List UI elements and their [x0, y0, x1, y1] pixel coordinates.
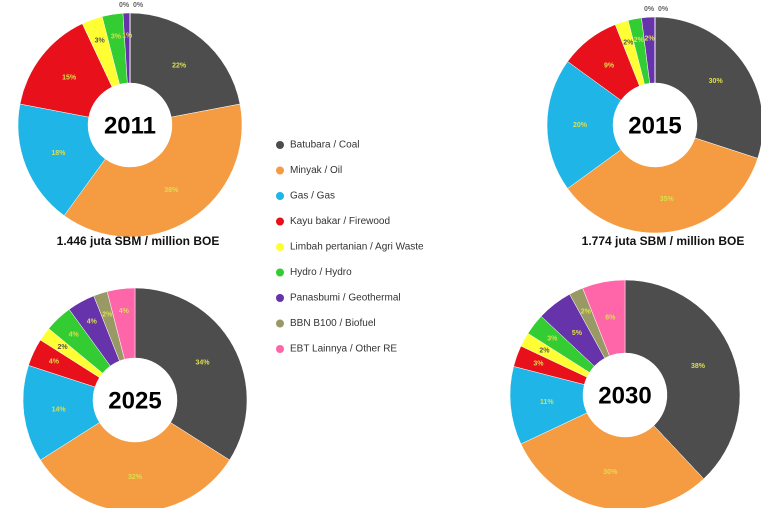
value-label: 14%	[52, 406, 67, 413]
value-label: 3%	[547, 335, 558, 342]
legend-label: Panasbumi / Geothermal	[290, 293, 401, 304]
value-label: 6%	[605, 315, 616, 322]
legend-label: Kayu bakar / Firewood	[290, 216, 390, 227]
value-label: 2%	[623, 40, 634, 47]
chart-subtitle: 1.774 juta SBM / million BOE	[582, 234, 745, 248]
value-label: 2%	[102, 312, 113, 319]
legend-swatch	[276, 319, 284, 328]
donut-hole	[583, 353, 667, 437]
value-label: 0%	[658, 6, 669, 13]
legend-swatch	[276, 166, 284, 175]
value-label: 22%	[172, 63, 187, 70]
legend-label: Gas / Gas	[290, 191, 335, 202]
legend-swatch	[276, 192, 284, 200]
value-label: 3%	[533, 361, 544, 368]
legend-label: EBT Lainnya / Other RE	[290, 344, 397, 355]
value-label: 3%	[95, 38, 106, 45]
legend-swatch	[276, 294, 284, 302]
legend-swatch	[276, 141, 284, 149]
value-label: 2%	[645, 36, 656, 43]
legend-swatch	[276, 345, 284, 353]
chart-subtitle: 1.446 juta SBM / million BOE	[57, 234, 220, 248]
legend-swatch	[276, 217, 284, 226]
value-label: 35%	[660, 196, 675, 203]
value-label: 11%	[540, 399, 554, 406]
value-label: 32%	[128, 474, 143, 481]
value-label: 4%	[69, 332, 80, 339]
chart-title: 2030	[598, 382, 651, 409]
chart-title: 2015	[628, 112, 681, 139]
legend-label: Batubara / Coal	[290, 140, 360, 151]
value-label: 0%	[133, 2, 144, 9]
value-label: 9%	[604, 63, 615, 70]
chart-title: 2011	[104, 112, 156, 139]
chart-title: 2025	[108, 387, 161, 414]
donut-hole	[93, 358, 177, 442]
legend-swatch	[276, 243, 284, 251]
value-label: 4%	[119, 308, 130, 315]
legend-label: Hydro / Hydro	[290, 267, 352, 278]
donut-hole	[613, 83, 697, 167]
value-label: 1%	[122, 32, 133, 39]
value-label: 0%	[644, 6, 655, 13]
value-label: 18%	[51, 150, 66, 157]
value-label: 34%	[195, 360, 210, 367]
value-label: 4%	[49, 359, 60, 366]
value-label: 2%	[581, 309, 592, 316]
value-label: 2%	[539, 348, 550, 355]
value-label: 30%	[709, 78, 724, 85]
value-label: 0%	[119, 2, 130, 9]
value-label: 5%	[572, 330, 583, 337]
value-label: 38%	[691, 363, 706, 370]
donut-hole	[88, 83, 172, 167]
value-label: 4%	[87, 318, 98, 325]
value-label: 2%	[634, 37, 645, 44]
pie-slice	[17, 103, 106, 216]
pie-slice	[40, 422, 230, 508]
value-label: 15%	[62, 75, 77, 82]
value-label: 3%	[111, 33, 122, 40]
legend-label: Minyak / Oil	[290, 165, 342, 176]
value-label: 20%	[573, 122, 588, 129]
value-label: 30%	[603, 469, 618, 476]
legend-swatch	[276, 268, 284, 277]
legend-label: Limbah pertanian / Agri Waste	[290, 242, 424, 253]
value-label: 38%	[164, 187, 179, 194]
value-label: 2%	[57, 344, 68, 351]
legend-label: BBN B100 / Biofuel	[290, 318, 376, 329]
